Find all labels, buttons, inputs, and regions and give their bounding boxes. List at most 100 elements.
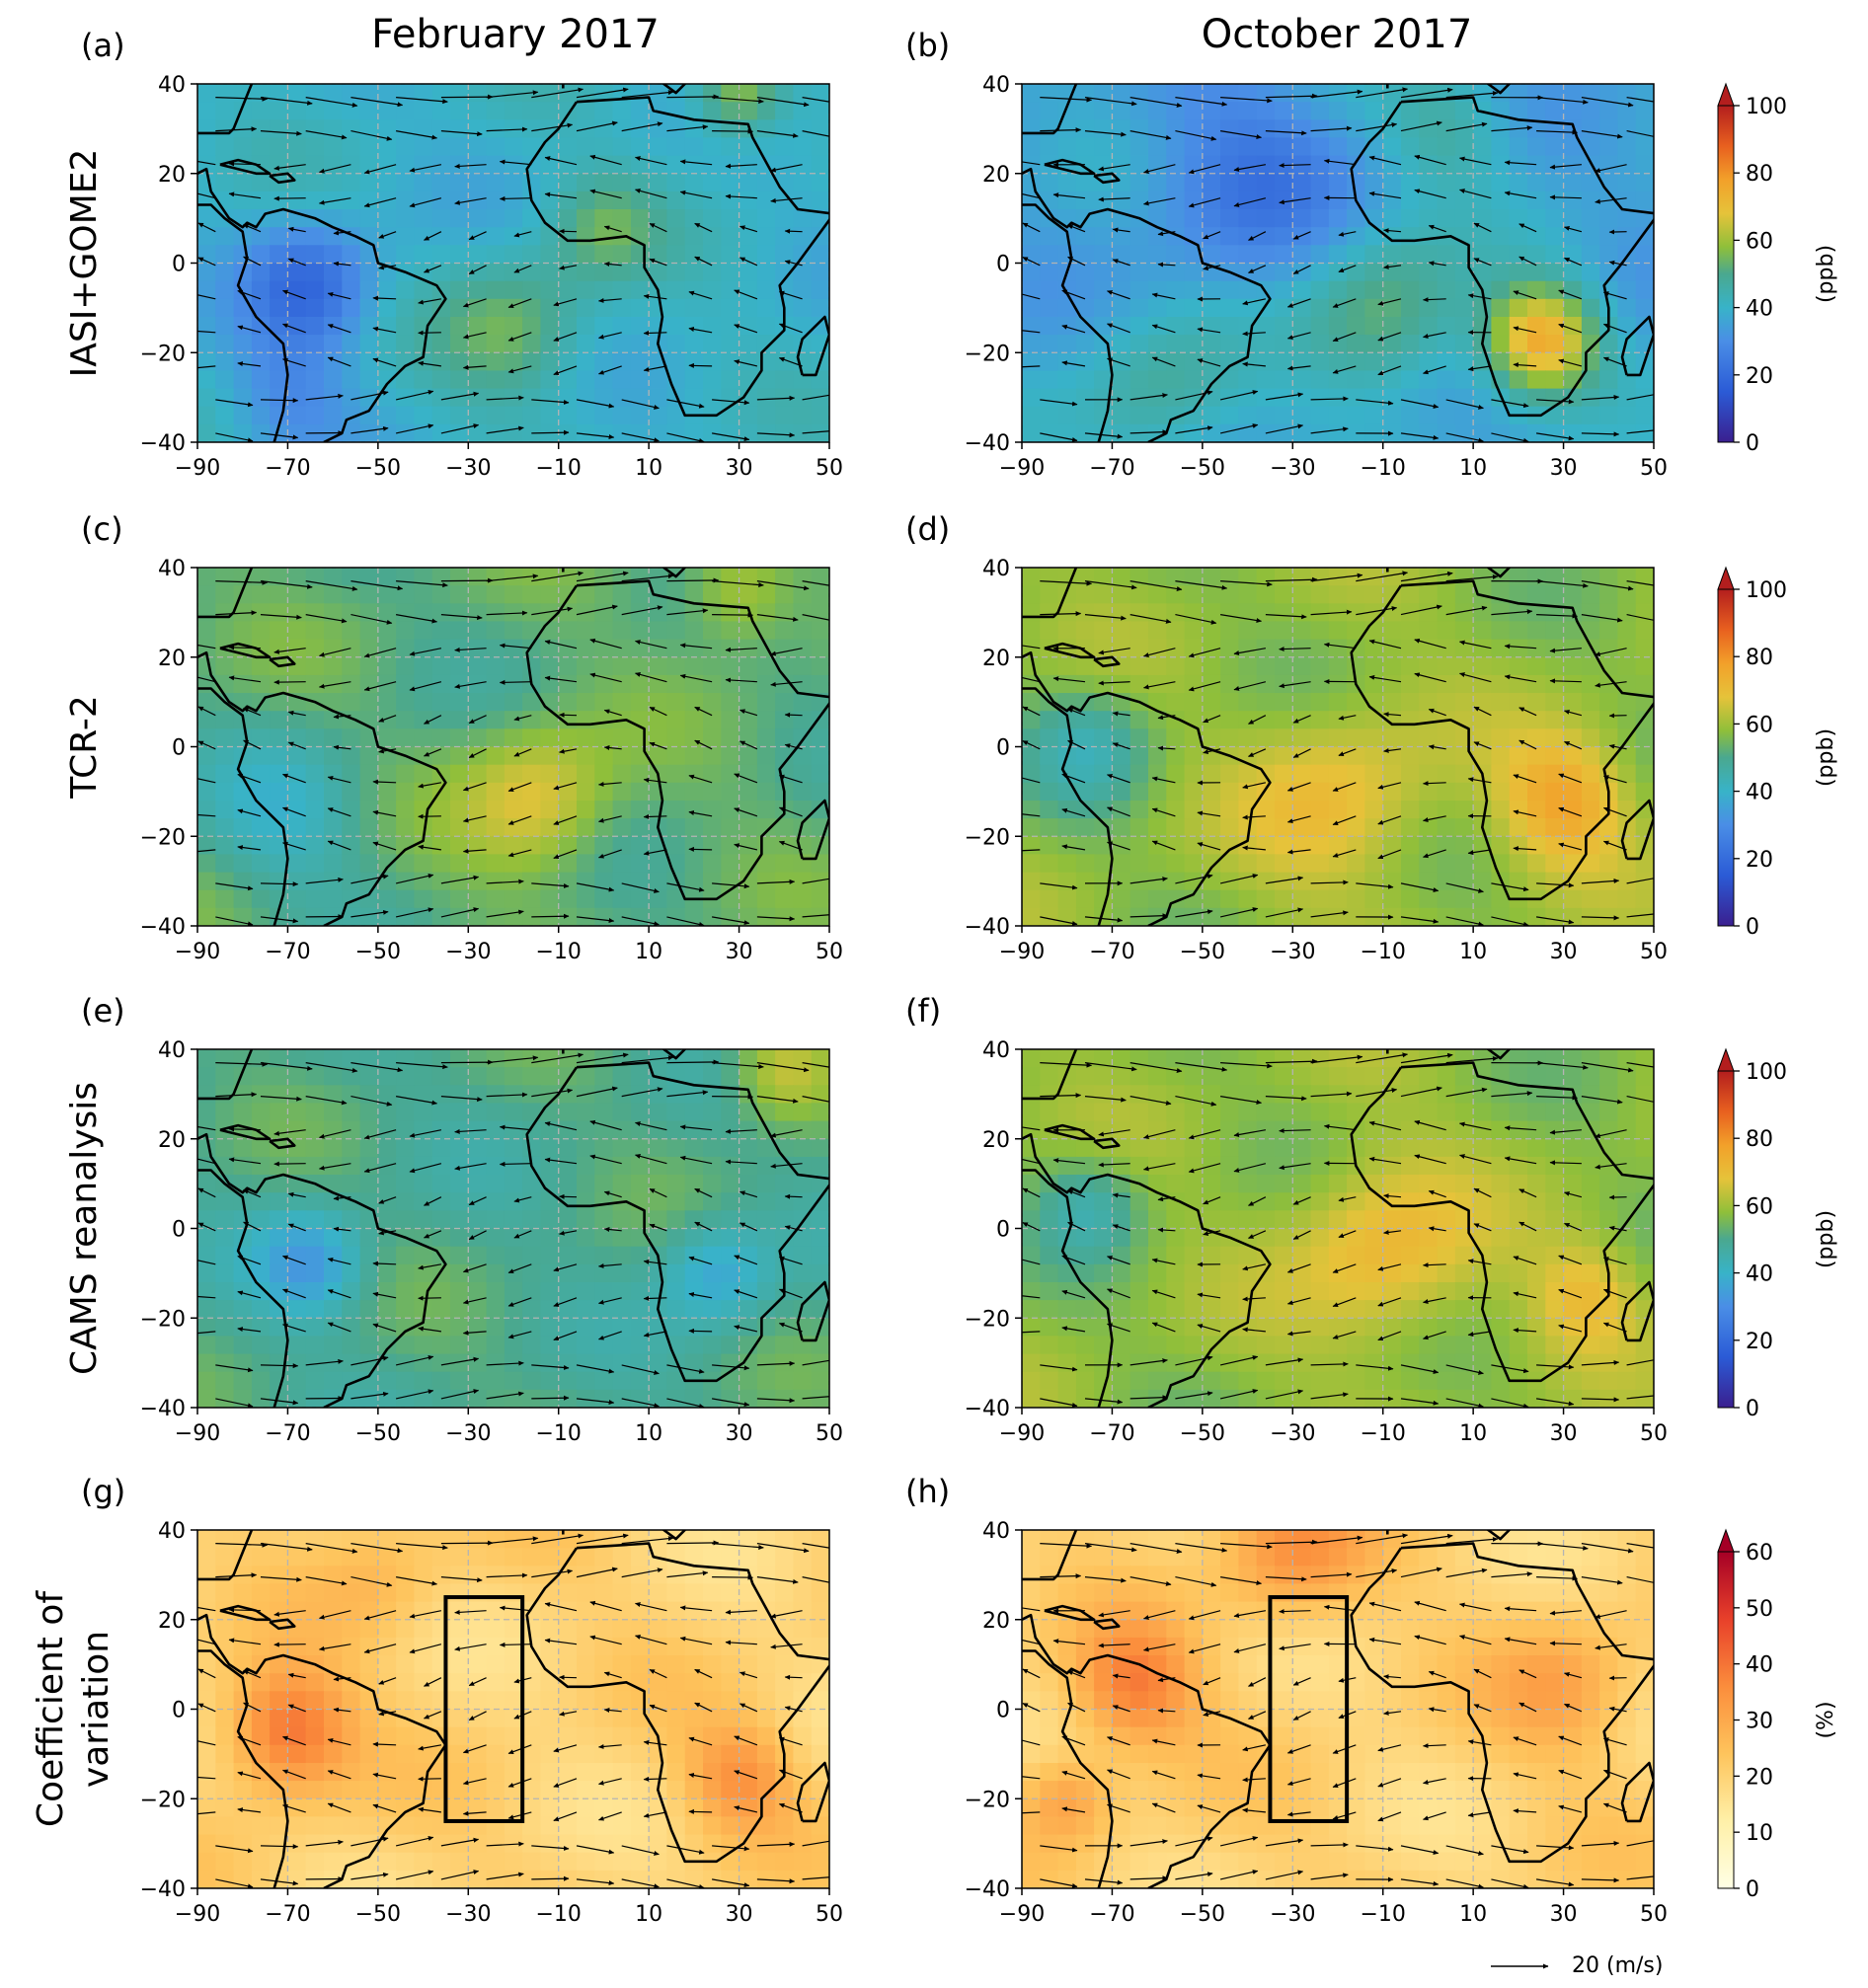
field-cell [811,370,829,390]
wind-arrow [1549,164,1582,170]
field-cell [251,317,271,336]
field-cell [251,1049,271,1068]
field-cell [377,639,397,658]
field-cell [1617,1138,1637,1158]
wind-arrow [1175,97,1228,107]
field-cell [1166,746,1186,766]
field-cell [739,423,758,442]
wind-arrow [1265,423,1304,434]
field-cell [1545,423,1565,442]
field-cell [1382,137,1402,157]
field-cell [486,423,506,442]
field-cell [630,406,650,425]
field-cell [251,119,271,138]
field-cell [1166,693,1186,712]
field-cell [1022,907,1041,926]
field-cell [1238,801,1258,819]
field-cell [1057,352,1077,372]
field-cell [1256,621,1276,641]
field-cell [1473,245,1492,265]
field-cell [1040,603,1059,622]
field-cell [703,639,722,658]
field-cell [577,1353,595,1373]
field-cell [1364,173,1384,192]
field-cell [431,818,451,837]
x-tick-label: 10 [635,456,662,481]
field-cell [287,764,307,784]
field-cell [1437,693,1456,712]
wind-arrow [396,97,448,105]
field-cell [775,1049,794,1068]
wind-arrow [1445,90,1499,99]
field-cell [1202,621,1221,641]
field-cell [324,335,343,353]
field-cell [1129,603,1149,622]
field-cell [396,191,415,210]
field-cell [811,245,829,265]
field-cell [1545,746,1565,766]
field-cell [1094,227,1113,246]
field-cell [684,173,704,192]
field-cell [721,746,740,766]
field-cell [359,907,379,926]
field-cell [359,1246,379,1265]
field-cell [522,1246,541,1265]
field-cell [1635,889,1654,909]
field-cell [1112,889,1131,909]
field-cell [1491,603,1511,622]
wind-arrow [507,365,532,374]
field-cell [1401,656,1420,676]
field-cell [1129,1138,1149,1158]
wind-arrow [688,362,713,368]
wind-arrow [1518,256,1537,267]
field-cell [522,155,541,175]
field-cell [684,84,704,103]
field-cell [1437,155,1456,175]
field-cell [775,137,794,157]
field-cell [1581,280,1600,300]
field-cell [504,1175,523,1193]
field-cell [486,1210,506,1230]
wind-arrow [1428,224,1446,233]
field-cell [1238,317,1258,336]
wind-arrow [319,197,351,205]
field-cell [1275,1192,1293,1211]
field-cell [359,603,379,622]
field-cell [612,728,632,748]
field-cell [522,102,541,120]
field-cell [649,1138,667,1158]
field-cell [1275,245,1293,265]
wind-arrow [273,164,306,171]
field-cell [522,298,541,318]
field-cell [287,370,307,390]
field-cell [1545,1138,1565,1158]
field-cell [1256,119,1276,138]
field-cell [1022,406,1041,425]
field-cell [1238,711,1258,729]
field-cell [630,801,650,819]
field-cell [414,102,433,120]
field-cell [1419,227,1439,246]
coastline-cuba [1044,158,1096,176]
field-cell [287,782,307,802]
field-cell [522,639,541,658]
field-cell [703,568,722,586]
field-cell [1437,263,1456,282]
field-cell [522,352,541,372]
map-area [1022,1049,1654,1408]
field-cell [793,388,813,408]
field-cell [251,782,271,802]
field-cell [396,352,415,372]
field-cell [1563,191,1583,210]
field-cell [486,656,506,676]
field-cell [1166,1246,1186,1265]
field-cell [1599,693,1618,712]
field-cell [558,1138,578,1158]
field-cell [1275,585,1293,604]
field-cell [1220,728,1239,748]
field-cell [739,1156,758,1176]
field-cell [1454,1263,1474,1283]
field-cell [486,1228,506,1248]
field-cell [666,1246,686,1265]
field-cell [721,728,740,748]
